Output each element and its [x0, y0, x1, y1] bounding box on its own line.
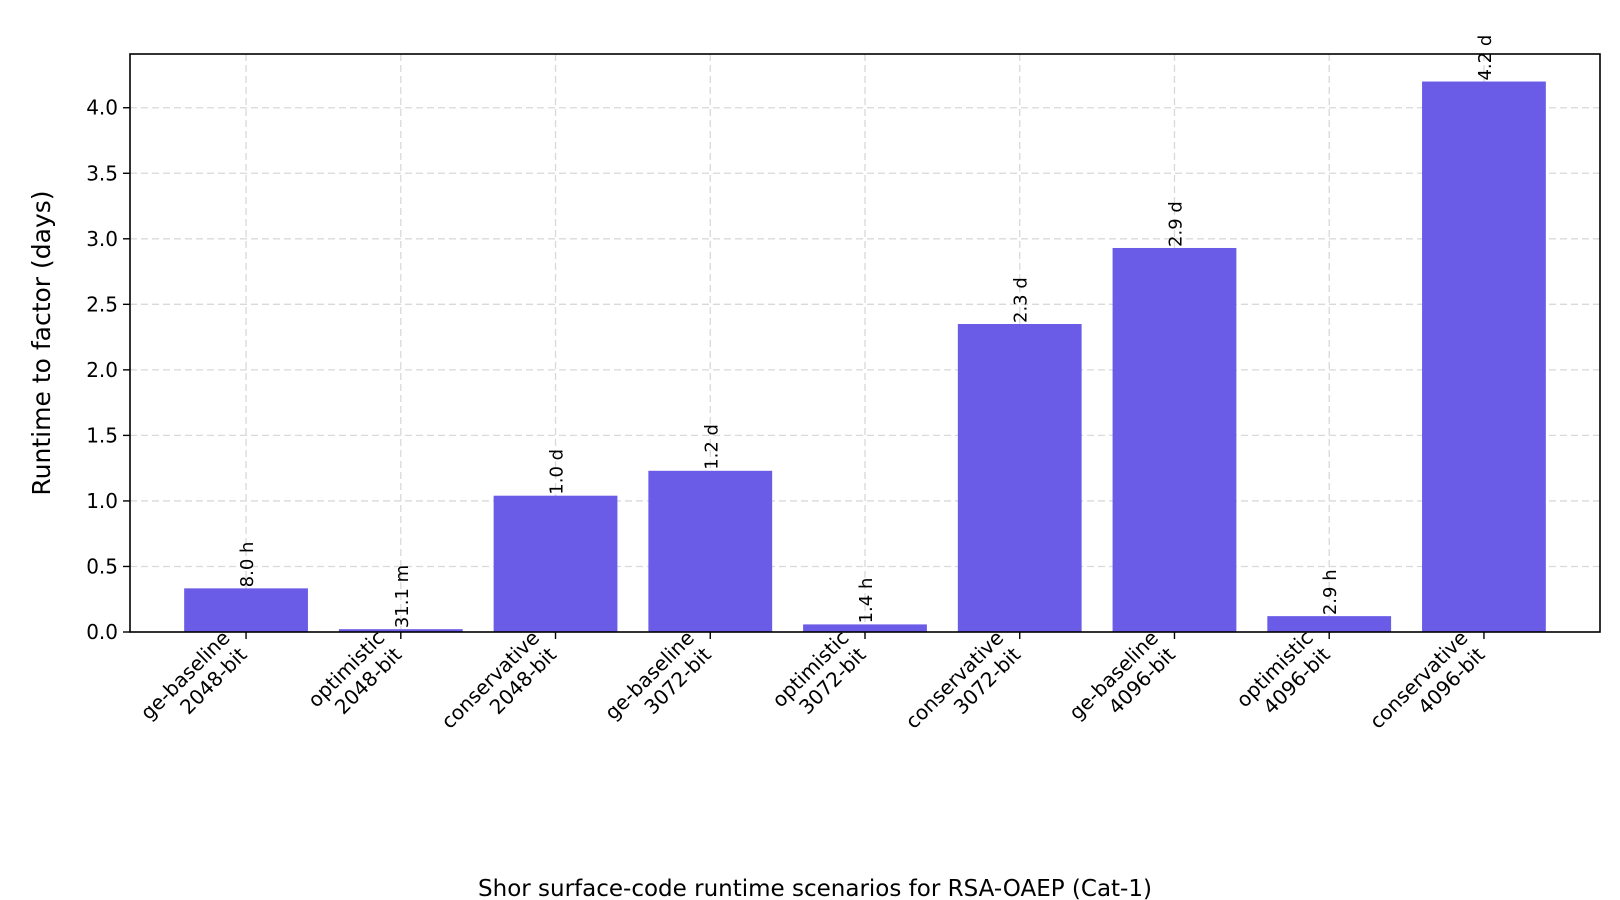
x-tick-label: optimistic4096-bit [1231, 625, 1334, 728]
y-tick-label: 0.5 [86, 554, 118, 578]
y-tick-label: 1.0 [86, 489, 118, 513]
svg-text:optimistic2048-bit: optimistic2048-bit [303, 625, 406, 728]
grid [130, 54, 1600, 633]
svg-text:conservative4096-bit: conservative4096-bit [1365, 625, 1490, 750]
y-tick-label: 2.5 [86, 292, 118, 316]
y-tick-label: 4.0 [86, 96, 118, 120]
bar-value-label: 2.3 d [1011, 277, 1032, 323]
bar-value-label: 4.2 d [1475, 35, 1496, 81]
svg-text:conservative3072-bit: conservative3072-bit [900, 625, 1025, 750]
bar [184, 588, 308, 632]
y-tick-label: 2.0 [86, 358, 118, 382]
bar-value-label: 8.0 h [237, 542, 258, 588]
bar [1267, 616, 1392, 632]
bar-value-label: 1.0 d [547, 449, 568, 495]
chart-caption: Shor surface-code runtime scenarios for … [478, 876, 1152, 900]
bar-value-label: 1.4 h [856, 578, 877, 624]
svg-text:ge-baseline4096-bit: ge-baseline4096-bit [1064, 625, 1180, 741]
bar-labels: 8.0 h 31.1 m 1.0 d 1.2 d 1.4 h 2.3 d 2.9 d 2.9 … [237, 35, 1496, 628]
x-tick-label: ge-baseline2048-bit [136, 625, 252, 741]
x-tick-label: ge-baseline3072-bit [600, 625, 716, 741]
bar [1112, 247, 1237, 632]
y-tick-label: 0.0 [86, 620, 118, 644]
bar [957, 323, 1082, 632]
bar [338, 629, 463, 632]
x-tick-label: ge-baseline4096-bit [1064, 625, 1180, 741]
x-tick-label: optimistic3072-bit [767, 625, 870, 728]
bars [184, 81, 1546, 633]
bar-value-label: 1.2 d [701, 424, 722, 470]
svg-text:ge-baseline2048-bit: ge-baseline2048-bit [136, 625, 252, 741]
bar [493, 495, 618, 632]
bar-value-label: 2.9 h [1320, 569, 1341, 615]
bar-value-label: 31.1 m [392, 565, 413, 628]
bar [1422, 81, 1546, 633]
bar [648, 470, 773, 632]
svg-text:optimistic3072-bit: optimistic3072-bit [767, 625, 870, 728]
x-tick-label: conservative3072-bit [900, 625, 1025, 750]
bar-value-label: 2.9 d [1165, 201, 1186, 247]
ticks: 0.0 0.5 1.0 1.5 2.0 2.5 3.0 3.5 4.0 ge-baseline20… [86, 96, 1490, 750]
x-tick-label: conservative2048-bit [436, 625, 561, 750]
svg-text:optimistic4096-bit: optimistic4096-bit [1231, 625, 1334, 728]
x-tick-label: conservative4096-bit [1365, 625, 1490, 750]
y-tick-label: 3.0 [86, 227, 118, 251]
y-tick-label: 3.5 [86, 161, 118, 185]
svg-text:ge-baseline3072-bit: ge-baseline3072-bit [600, 625, 716, 741]
svg-text:conservative2048-bit: conservative2048-bit [436, 625, 561, 750]
y-axis-title: Runtime to factor (days) [27, 190, 56, 495]
y-tick-label: 1.5 [86, 423, 118, 447]
x-tick-label: optimistic2048-bit [303, 625, 406, 728]
bar [803, 624, 927, 632]
